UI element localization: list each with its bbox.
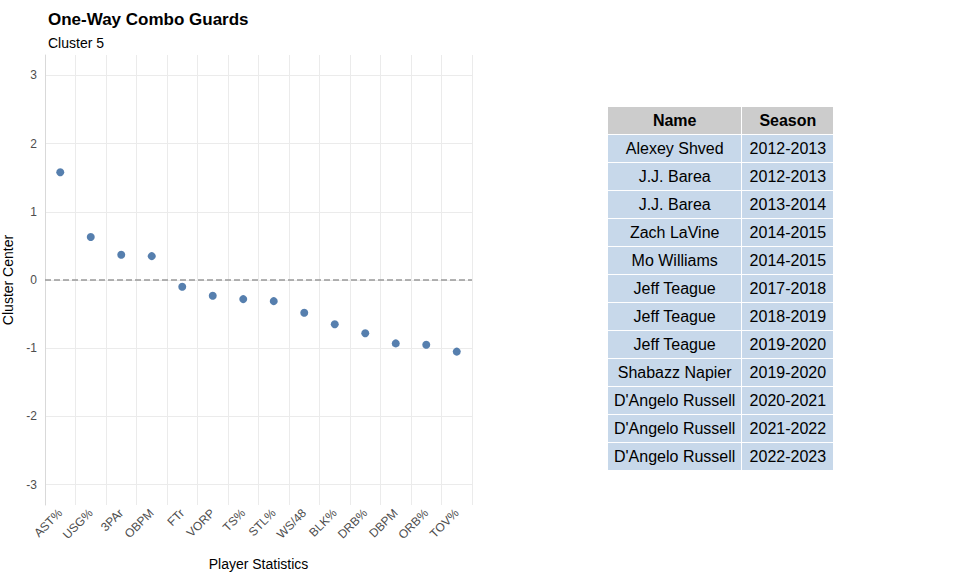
html-text:2014-2015: 2014-2015 <box>749 251 827 269</box>
svg-text:AST%: AST% <box>31 506 65 540</box>
svg-text:-1: -1 <box>26 341 37 355</box>
svg-text:DBPM: DBPM <box>366 506 400 540</box>
html-text:2019-2020: 2019-2020 <box>749 335 827 353</box>
svg-text:1: 1 <box>30 205 37 219</box>
svg-text:DRB%: DRB% <box>335 506 371 542</box>
html-text:2012-2013: 2012-2013 <box>749 167 827 185</box>
html-text:Alexey Shved: Alexey Shved <box>625 139 724 157</box>
svg-text:-3: -3 <box>26 478 37 492</box>
svg-text:-2: -2 <box>26 409 37 423</box>
html-text:2019-2020: 2019-2020 <box>749 363 827 381</box>
svg-text:Player Statistics: Player Statistics <box>209 556 309 572</box>
svg-text:ORB%: ORB% <box>395 506 431 542</box>
svg-text:USG%: USG% <box>60 506 96 542</box>
html-text:Jeff Teague: Jeff Teague <box>633 335 716 353</box>
html-text:2017-2018: 2017-2018 <box>749 279 827 297</box>
svg-text:OBPM: OBPM <box>122 506 157 541</box>
html-text:2013-2014: 2013-2014 <box>749 195 827 213</box>
html-text:2021-2022: 2021-2022 <box>749 419 827 437</box>
html-text:Zach LaVine: Zach LaVine <box>629 223 720 241</box>
svg-text:3PAr: 3PAr <box>98 506 127 535</box>
html-text:2014-2015: 2014-2015 <box>749 223 827 241</box>
svg-text:BLK%: BLK% <box>306 506 340 540</box>
html-text:2018-2019: 2018-2019 <box>749 307 827 325</box>
html-text:Mo Williams: Mo Williams <box>631 251 718 269</box>
html-text:2022-2023: 2022-2023 <box>749 447 827 465</box>
html-text:J.J. Barea: J.J. Barea <box>638 167 711 185</box>
svg-text:FTr: FTr <box>164 506 187 529</box>
svg-text:VORP: VORP <box>184 506 218 540</box>
html-text:Jeff Teague: Jeff Teague <box>633 307 716 325</box>
svg-text:WS/48: WS/48 <box>274 506 310 542</box>
svg-text:One-Way Combo Guards: One-Way Combo Guards <box>48 10 249 29</box>
html-text:D'Angelo Russell: D'Angelo Russell <box>614 391 736 409</box>
html-text:D'Angelo Russell: D'Angelo Russell <box>614 447 736 465</box>
svg-text:2: 2 <box>30 137 37 151</box>
html-text:Shabazz Napier: Shabazz Napier <box>617 363 732 381</box>
html-text:2012-2013: 2012-2013 <box>749 139 827 157</box>
html-text:D'Angelo Russell: D'Angelo Russell <box>614 419 736 437</box>
svg-text:0: 0 <box>30 273 37 287</box>
html-text:Name: Name <box>652 111 697 129</box>
svg-text:Cluster Center: Cluster Center <box>0 235 16 326</box>
html-text:2020-2021: 2020-2021 <box>749 391 827 409</box>
svg-text:TS%: TS% <box>220 506 249 535</box>
svg-text:TOV%: TOV% <box>427 506 462 541</box>
svg-text:Cluster 5: Cluster 5 <box>48 35 104 51</box>
html-text:Jeff Teague: Jeff Teague <box>633 279 716 297</box>
html-text:Season: Season <box>759 111 817 129</box>
svg-text:3: 3 <box>30 68 37 82</box>
svg-text:STL%: STL% <box>246 506 279 539</box>
html-text:J.J. Barea: J.J. Barea <box>638 195 711 213</box>
